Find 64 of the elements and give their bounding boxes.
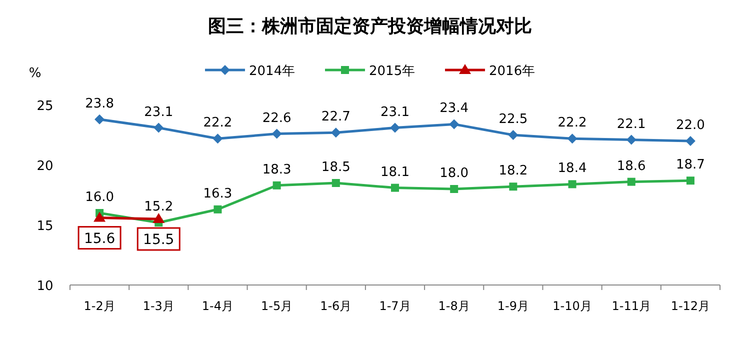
y-axis-title: % [28, 66, 42, 81]
data-label: 22.2 [203, 116, 232, 131]
legend-label: 2014年 [249, 64, 296, 79]
point [391, 184, 399, 192]
data-label: 23.1 [380, 104, 410, 120]
point [214, 205, 222, 214]
data-label: 18.3 [262, 162, 292, 178]
data-label: 15.5 [143, 232, 174, 248]
x-tick-label: 1-7月 [379, 299, 411, 313]
data-label: 15.6 [84, 230, 116, 247]
point [568, 180, 576, 188]
x-tick-label: 1-2月 [84, 299, 116, 313]
data-label: 18.2 [498, 164, 528, 179]
data-label: 22.5 [498, 112, 528, 127]
data-label: 22.1 [616, 116, 646, 132]
point [272, 181, 281, 190]
point [390, 122, 400, 133]
data-label: 18.6 [616, 158, 646, 174]
legend-label: 2015年 [369, 64, 416, 79]
point [450, 185, 458, 193]
point [212, 134, 223, 144]
y-tick-label: 20 [36, 159, 54, 174]
y-tick-label: 25 [36, 99, 54, 114]
x-tick-label: 1-5月 [261, 299, 293, 313]
x-tick-label: 1-12月 [670, 299, 710, 313]
point [508, 130, 518, 140]
data-label: 22.7 [321, 110, 350, 125]
data-label: 23.8 [85, 96, 114, 112]
data-label: 16.3 [203, 186, 232, 202]
point [330, 128, 341, 138]
y-tick-label: 15 [36, 219, 54, 234]
x-tick-label: 1-9月 [497, 299, 529, 313]
point [272, 128, 282, 139]
legend-label: 2016年 [489, 64, 536, 79]
point [449, 119, 460, 130]
point [686, 176, 694, 185]
x-tick-label: 1-6月 [320, 299, 352, 313]
point [567, 134, 578, 144]
data-label: 18.0 [440, 166, 469, 181]
data-label: 22.0 [676, 118, 705, 133]
data-label: 18.1 [380, 164, 410, 180]
data-label: 15.2 [144, 200, 174, 215]
data-label: 22.2 [558, 116, 587, 131]
data-label: 18.4 [558, 161, 587, 176]
x-tick-label: 1-11月 [612, 299, 651, 313]
data-label: 18.7 [676, 158, 705, 173]
point [154, 122, 164, 133]
data-label: 16.0 [85, 190, 114, 205]
point [685, 136, 696, 146]
data-label: 23.4 [440, 101, 469, 116]
point [509, 182, 518, 191]
chart-title: 图三：株洲市固定资产投资增幅情况对比 [208, 16, 532, 37]
point [627, 178, 636, 186]
x-tick-label: 1-3月 [142, 299, 174, 313]
x-tick-label: 1-8月 [438, 299, 470, 313]
y-tick-label: 10 [36, 279, 54, 294]
point [626, 134, 636, 145]
data-label: 18.5 [321, 160, 350, 175]
point [332, 179, 340, 187]
x-tick-label: 1-4月 [202, 299, 234, 313]
data-label: 23.1 [144, 104, 174, 120]
point [94, 114, 105, 124]
data-label: 22.6 [262, 110, 292, 126]
x-tick-label: 1-10月 [552, 299, 592, 313]
